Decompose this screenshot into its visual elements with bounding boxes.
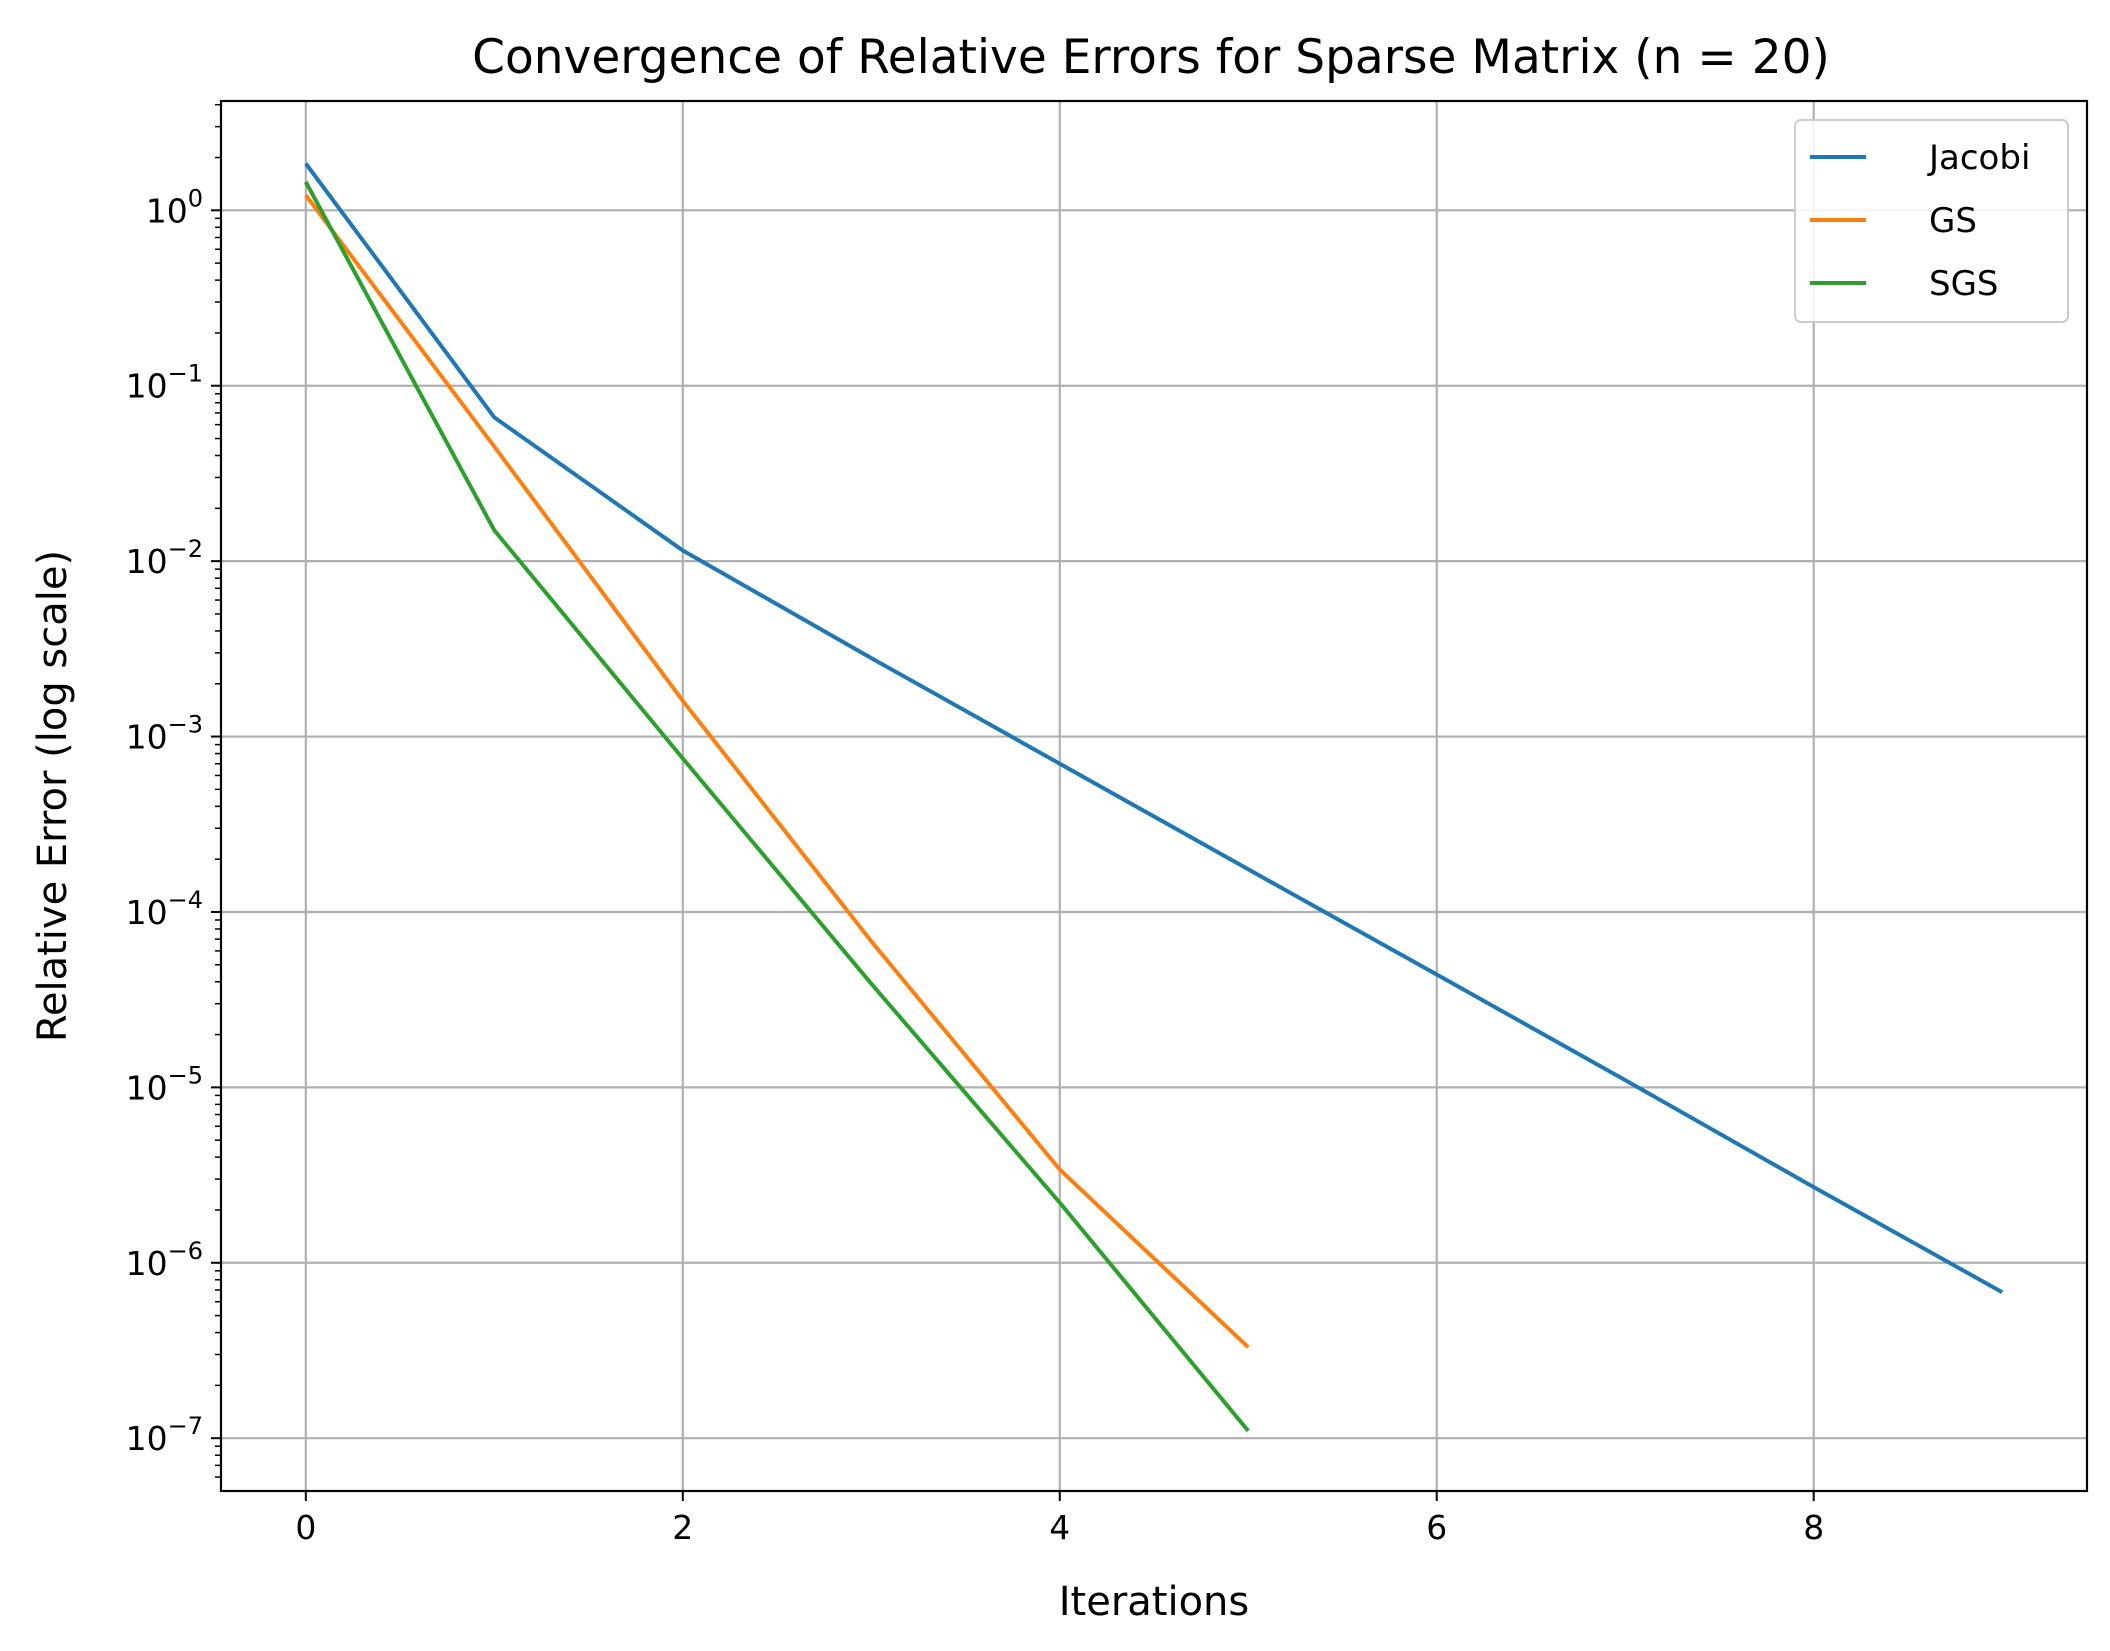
y-axis-ticks: 10−7 10−6 10−5 10−4 10−3 10−2 10−1 100 (126, 184, 221, 1458)
legend-label-jacobi: Jacobi (1927, 138, 2030, 178)
x-tick-label: 6 (1426, 1508, 1447, 1547)
x-tick-label: 8 (1803, 1508, 1824, 1547)
y-tick-label: 10−2 (126, 535, 203, 581)
y-axis-label: Relative Error (log scale) (30, 550, 76, 1042)
legend-label-sgs: SGS (1929, 264, 1999, 304)
x-axis-label: Iterations (1059, 1579, 1250, 1625)
y-tick-label: 10−1 (126, 360, 203, 406)
y-tick-label: 100 (146, 184, 203, 230)
legend-label-gs: GS (1929, 201, 1977, 241)
series-line-jacobi (304, 162, 2004, 1294)
y-tick-label: 10−6 (126, 1237, 203, 1283)
legend: Jacobi GS SGS (1794, 119, 2069, 323)
x-tick-label: 0 (295, 1508, 316, 1547)
y-tick-label: 10−3 (126, 711, 203, 757)
legend-box (1794, 119, 2069, 323)
y-tick-label: 10−5 (126, 1061, 203, 1107)
x-tick-label: 4 (1049, 1508, 1070, 1547)
y-tick-label: 10−7 (126, 1412, 203, 1458)
series-line-gs (304, 194, 1250, 1349)
series-layer (304, 162, 2004, 1433)
x-axis-ticks: 0 2 4 6 8 (295, 1491, 1824, 1547)
plot-area-frame (219, 99, 2089, 1493)
chart-title: Convergence of Relative Errors for Spars… (472, 30, 1830, 85)
x-tick-label: 2 (672, 1508, 693, 1547)
series-line-sgs (304, 181, 1250, 1433)
y-tick-label: 10−4 (126, 886, 203, 932)
grid-lines (221, 101, 2087, 1491)
